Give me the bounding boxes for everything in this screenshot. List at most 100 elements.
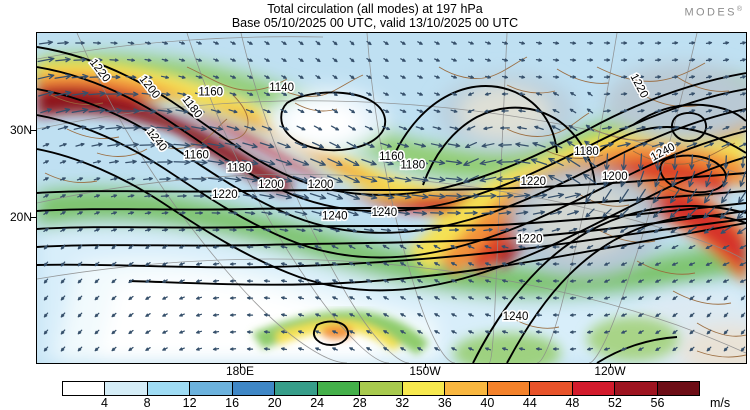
wind-arrow [479,193,497,199]
wind-arrow [128,278,134,284]
contour-label-1180: 1180 [400,159,425,171]
wind-arrow [383,279,389,283]
wind-arrow [587,279,593,283]
wind-arrow [552,330,560,334]
colorbar-swatch-12 [190,382,233,395]
x-tick-label-150w: 150W [409,364,441,378]
wind-arrow [705,109,713,113]
wind-arrow [40,108,52,114]
wind-arrow [264,41,270,45]
wind-arrow [600,142,614,147]
wind-arrow [88,107,106,114]
wind-arrow [722,75,730,79]
wind-arrow [211,211,221,215]
wind-arrow [689,312,695,318]
wind-arrow [380,142,392,148]
wind-arrow [479,176,497,183]
wind-arrow [739,58,746,62]
wind-arrow [77,278,83,284]
wind-arrow [688,244,696,250]
wind-arrow [552,75,560,79]
wind-arrow [89,124,105,131]
wind-arrow [77,211,83,215]
map-panel[interactable]: 1220 1220 1200 1200 1180 1180 1160 1160 1140 1140… [36,32,747,364]
wind-arrow [501,58,509,62]
wind-arrow [654,109,662,113]
wind-arrow [433,244,441,250]
x-tick-label-180e: 180E [225,364,255,378]
wind-arrow [498,142,512,148]
wind-arrow [332,313,338,317]
wind-arrow [332,279,338,283]
wind-arrow [484,75,492,79]
wind-arrow [126,177,136,181]
wind-arrow [107,74,121,80]
wind-arrow [141,159,155,165]
wind-arrow [347,228,357,233]
wind-arrow [246,313,254,317]
wind-arrow [162,262,168,266]
wind-arrow [297,313,305,317]
wind-arrow [326,175,344,183]
wind-arrow [297,279,305,283]
wind-arrow [224,176,242,183]
wind-arrow [43,329,49,335]
wind-arrow [400,279,406,283]
wind-arrow [292,158,310,166]
wind-arrow [122,125,140,131]
wind-arrow [145,279,151,283]
colorbar[interactable] [62,381,700,396]
wind-arrow [179,347,185,351]
wind-arrow [637,109,645,113]
wind-arrow [212,313,220,317]
wind-arrow [332,74,338,80]
wind-arrow [451,313,457,317]
wind-arrow [315,330,321,334]
wind-arrow [552,262,560,266]
wind-arrow [159,92,171,97]
wind-arrow [383,58,389,62]
wind-arrow [77,244,83,250]
wind-arrow [535,347,543,351]
wind-arrow [671,170,679,188]
wind-arrow [246,262,254,266]
wind-arrow [501,92,509,96]
wind-arrow [501,41,509,45]
wind-arrow [383,313,389,317]
wind-arrow [636,227,646,233]
contour-label-halo: 1240 [372,207,398,219]
wind-arrow [264,58,270,62]
wind-arrow [445,193,463,200]
wind-arrow [209,193,223,199]
y-tick-label-30n: 30N [9,123,32,137]
wind-arrow [636,208,646,218]
wind-arrow [723,155,729,169]
wind-arrow [110,194,118,198]
wind-arrow [315,91,321,97]
wind-arrow [263,279,271,283]
contour-label-1160: 1160 [379,151,404,163]
wind-arrow [277,211,291,216]
wind-arrow [687,226,697,234]
wind-arrow [313,125,323,131]
wind-arrow [395,210,411,216]
wind-arrow [141,91,155,97]
wind-arrow [71,107,89,114]
wind-vectors [37,40,746,352]
wind-arrow [366,296,372,300]
wind-arrow [93,194,101,198]
wind-arrow [263,330,271,334]
wind-arrow [366,57,372,63]
wind-arrow [651,142,665,148]
wind-arrow [569,347,577,351]
wind-arrow [400,75,406,79]
wind-arrow [637,262,645,266]
wind-arrow [43,177,49,181]
wind-arrow [128,329,134,335]
wind-arrow [159,176,171,181]
wind-arrow [688,109,696,113]
wind-arrow [621,296,627,300]
wind-arrow [280,296,288,300]
wind-arrow [365,244,373,250]
wind-arrow [413,142,427,148]
